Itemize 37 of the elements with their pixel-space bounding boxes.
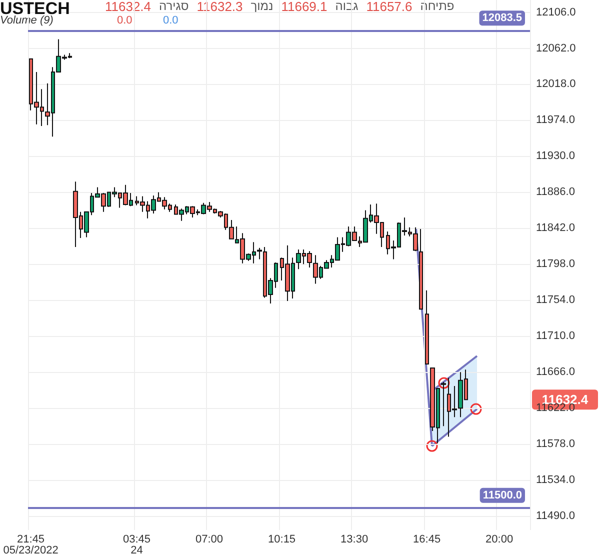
y-tick-label: 11490.0	[536, 510, 575, 522]
candlestick	[257, 247, 262, 260]
y-tick-label: 12106.0	[536, 6, 576, 18]
y-tick-label: 12062.0	[536, 42, 576, 54]
annotation: 11669.1	[281, 0, 328, 14]
y-tick-label: 12018.0	[536, 78, 576, 90]
ref-line-label: 12083.5	[482, 12, 522, 24]
annotation: 11632.3	[196, 0, 243, 14]
annotation: 0.0	[117, 14, 132, 26]
y-tick-label: 11974.0	[536, 114, 575, 126]
x-tick-label: 03:45 24	[123, 534, 151, 556]
x-tick-label: 07:00	[196, 534, 224, 546]
x-tick-label: 13:30	[340, 534, 368, 546]
annotation: פתיחה	[420, 0, 454, 13]
x-tick-label: 21:45 05/23/2022	[3, 534, 58, 556]
annotation: Volume (9)	[0, 14, 54, 26]
y-tick-label: 11842.0	[536, 222, 575, 234]
y-tick-label: 11886.0	[536, 186, 575, 198]
x-tick-label: 20:00	[486, 534, 514, 546]
y-tick-label: 11930.0	[536, 150, 575, 162]
y-tick-label: 11534.0	[536, 474, 575, 486]
x-tick-label: 16:45	[413, 534, 441, 546]
candlestick	[441, 381, 446, 427]
annotation: 11632.4	[105, 0, 152, 14]
x-tick-label: 10:15	[268, 534, 296, 546]
y-tick-label: 11710.0	[536, 330, 575, 342]
annotation: סגירה	[159, 0, 189, 13]
y-tick-label: 11754.0	[536, 294, 575, 306]
y-tick-label: 11578.0	[536, 438, 575, 450]
candlestick	[419, 228, 423, 310]
y-tick-label: 11798.0	[536, 258, 575, 270]
ref-line-label: 11500.0	[482, 489, 522, 502]
annotation: 11657.6	[366, 0, 412, 14]
candlestick	[425, 290, 429, 364]
annotation: 0.0	[163, 14, 178, 26]
annotation: נמוך	[250, 0, 274, 13]
y-tick-label: 11666.0	[536, 366, 575, 378]
